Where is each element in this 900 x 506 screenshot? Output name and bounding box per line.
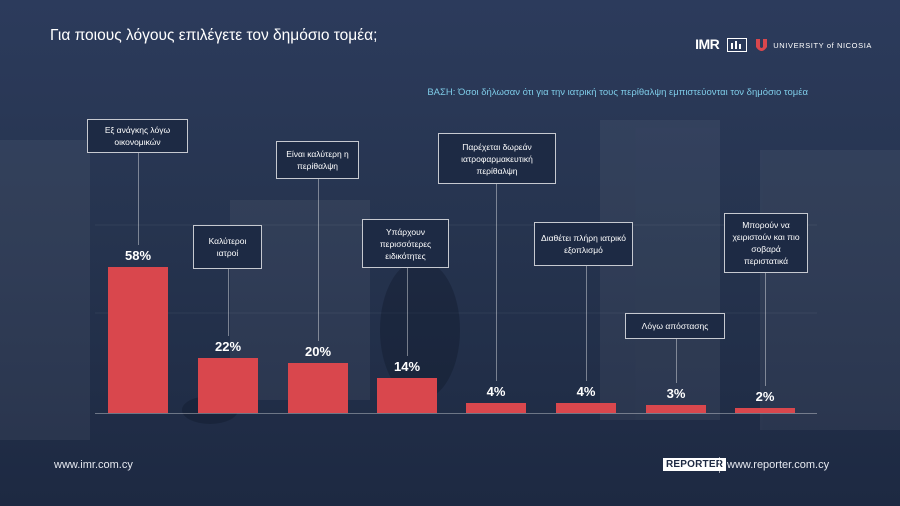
leader-line-1 xyxy=(138,153,139,245)
bar-value-label-7: 3% xyxy=(666,386,686,402)
bar-value-label-4: 14% xyxy=(393,358,421,374)
base-note: ΒΑΣΗ: Όσοι δήλωσαν ότι για την ιατρική τ… xyxy=(427,87,808,98)
survey-logo-icon xyxy=(727,38,748,52)
imr-logo: IMR xyxy=(695,36,720,52)
category-label-7: Λόγω απόστασης xyxy=(625,313,725,339)
bar-5 xyxy=(466,402,526,413)
category-label-2: Καλύτεροι ιατροί xyxy=(193,225,262,269)
leader-line-8 xyxy=(765,273,766,386)
bar-value-label-2: 22% xyxy=(214,338,242,354)
category-label-8: Μπορούν να χειριστούν και πιο σοβαρά περ… xyxy=(724,213,808,273)
bar-2 xyxy=(198,357,258,413)
logo-group: IMR UNIVERSITY of NICOSIA xyxy=(695,36,872,54)
bar-4 xyxy=(377,377,437,413)
bar-value-label-3: 20% xyxy=(304,343,332,359)
bar-value-label-8: 2% xyxy=(755,388,775,404)
chart-baseline xyxy=(95,413,817,414)
category-label-5: Παρέχεται δωρεάν ιατροφαρμακευτική περίθ… xyxy=(438,133,556,184)
leader-line-7 xyxy=(676,339,677,384)
leader-line-6 xyxy=(586,266,587,381)
footer-separator xyxy=(719,457,720,473)
category-label-6: Διαθέτει πλήρη ιατρικό εξοπλισμό xyxy=(534,222,633,266)
leader-line-2 xyxy=(228,269,229,336)
bar-value-label-1: 58% xyxy=(124,248,152,263)
reporter-logo: REPORTER xyxy=(663,458,727,471)
bar-value-label-6: 4% xyxy=(576,383,596,399)
leader-line-4 xyxy=(407,268,408,356)
page-title: Για ποιους λόγους επιλέγετε τον δημόσιο … xyxy=(50,27,378,44)
footer-left-url[interactable]: www.imr.com.cy xyxy=(54,459,133,471)
leader-line-3 xyxy=(318,179,319,341)
bar-7 xyxy=(646,405,706,413)
category-label-3: Είναι καλύτερη η περίθαλψη xyxy=(276,141,359,179)
bar-1 xyxy=(108,267,168,413)
bar-3 xyxy=(288,362,348,413)
bar-6 xyxy=(556,402,616,413)
bar-8 xyxy=(735,407,795,413)
bar-value-label-5: 4% xyxy=(486,383,506,399)
footer-right-url[interactable]: www.reporter.com.cy xyxy=(727,459,830,471)
university-shield-icon xyxy=(756,38,768,51)
category-label-4: Υπάρχουν περισσότερες ειδικότητες xyxy=(362,219,449,268)
leader-line-5 xyxy=(496,184,497,381)
university-logo: UNIVERSITY of NICOSIA xyxy=(755,38,872,53)
category-label-1: Εξ ανάγκης λόγω οικονομικών xyxy=(87,119,188,153)
